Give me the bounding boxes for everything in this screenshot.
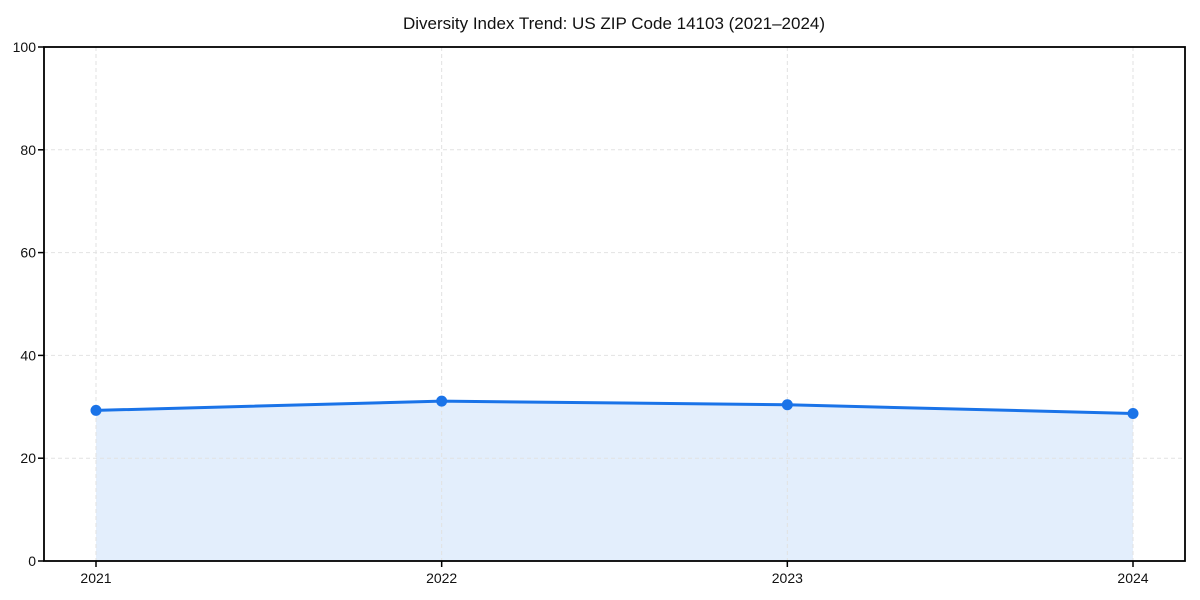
area-fill: [96, 401, 1133, 561]
y-tick-label: 20: [20, 450, 36, 466]
y-tick-label: 100: [13, 39, 37, 55]
x-tick-label: 2021: [80, 570, 111, 586]
plot-border: [43, 46, 1186, 562]
data-point: [90, 404, 102, 416]
x-tick-label: 2023: [772, 570, 803, 586]
x-axis-labels: 2021 2022 2023 2024: [80, 570, 1148, 586]
y-tick-label: 0: [28, 553, 36, 569]
y-axis-labels: 0 20 40 60 80 100: [13, 39, 37, 569]
data-points: [90, 395, 1139, 419]
chart-title: Diversity Index Trend: US ZIP Code 14103…: [403, 14, 825, 33]
data-point: [781, 399, 793, 411]
x-tick-label: 2022: [426, 570, 457, 586]
gridlines: [44, 46, 1185, 562]
axis-ticks: [38, 46, 1134, 567]
trend-line: [94, 399, 1135, 415]
y-tick-label: 40: [20, 347, 36, 363]
x-tick-label: 2024: [1117, 570, 1148, 586]
data-point: [1127, 407, 1139, 419]
y-tick-label: 60: [20, 245, 36, 261]
data-point: [436, 395, 448, 407]
y-tick-label: 80: [20, 142, 36, 158]
